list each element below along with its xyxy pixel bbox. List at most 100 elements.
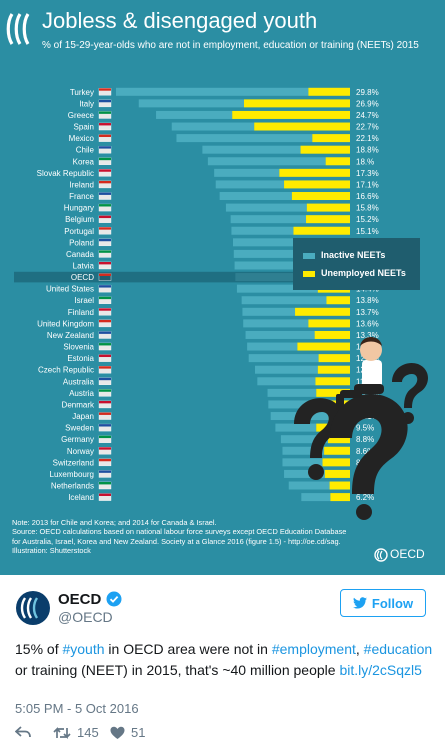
category-label: United Kingdom bbox=[37, 319, 94, 328]
value-label: 22.7% bbox=[356, 123, 379, 132]
bar-unemployed bbox=[300, 145, 350, 154]
tweet-link[interactable]: #education bbox=[363, 641, 433, 657]
category-label: Switzerland bbox=[53, 458, 94, 467]
bar-unemployed bbox=[318, 354, 350, 363]
tweet-link[interactable]: #employment bbox=[271, 641, 356, 657]
bar-unemployed bbox=[308, 87, 350, 96]
bar-unemployed bbox=[306, 215, 350, 224]
note-line: Source: OECD calculations based on natio… bbox=[12, 527, 347, 537]
category-label: Belgium bbox=[65, 215, 94, 224]
question-mark-illustration bbox=[294, 337, 428, 520]
oecd-logo-icon bbox=[6, 13, 30, 45]
brand-text: OECD bbox=[390, 547, 425, 561]
bar-inactive bbox=[243, 319, 309, 328]
bar-inactive bbox=[248, 354, 319, 363]
category-label: Greece bbox=[68, 111, 95, 120]
legend-swatch-unemployed bbox=[303, 270, 315, 277]
category-label: Latvia bbox=[73, 261, 95, 270]
value-label: 9.5% bbox=[356, 424, 374, 433]
value-label: 15.2% bbox=[356, 215, 379, 224]
bar-inactive bbox=[235, 273, 311, 282]
country-flag-icon bbox=[98, 227, 112, 235]
bar-inactive bbox=[233, 238, 308, 247]
country-flag-icon bbox=[98, 111, 112, 119]
bar-inactive bbox=[215, 180, 285, 189]
reply-button[interactable] bbox=[15, 725, 31, 739]
legend-label-inactive: Inactive NEETs bbox=[321, 250, 386, 260]
bar-inactive bbox=[219, 192, 292, 201]
bar-unemployed bbox=[326, 296, 350, 305]
follow-button[interactable]: Follow bbox=[340, 589, 426, 617]
category-label: Mexico bbox=[69, 134, 95, 143]
category-label: New Zealand bbox=[47, 331, 94, 340]
category-label: Finland bbox=[68, 308, 94, 317]
value-label: 13.7% bbox=[356, 308, 379, 317]
bar-inactive bbox=[301, 493, 331, 502]
country-flag-icon bbox=[98, 88, 112, 96]
bar-unemployed bbox=[297, 342, 350, 351]
account-handle[interactable]: @OECD bbox=[58, 609, 113, 625]
avatar[interactable] bbox=[15, 590, 51, 626]
tweet-timestamp[interactable]: 5:05 PM - 5 Oct 2016 bbox=[15, 701, 139, 716]
country-flag-icon bbox=[98, 342, 112, 351]
heart-icon bbox=[110, 726, 125, 739]
category-label: Canada bbox=[66, 250, 95, 259]
value-label: 17.3% bbox=[356, 169, 379, 178]
country-flag-icon bbox=[98, 458, 112, 467]
category-label: Korea bbox=[73, 157, 95, 166]
country-flag-icon bbox=[98, 412, 112, 420]
bar-inactive bbox=[254, 365, 318, 374]
bar-unemployed bbox=[317, 365, 350, 374]
bar-unemployed bbox=[295, 307, 350, 316]
country-flag-icon bbox=[98, 145, 112, 154]
retweet-button[interactable]: 145 bbox=[53, 725, 99, 740]
category-label: Japan bbox=[72, 412, 94, 421]
bar-unemployed bbox=[315, 377, 350, 386]
country-flag-icon bbox=[98, 470, 112, 478]
like-button[interactable]: 51 bbox=[110, 725, 145, 740]
value-label: 8.6% bbox=[356, 447, 374, 456]
bar-inactive bbox=[245, 330, 315, 339]
category-label: Chile bbox=[76, 146, 95, 155]
category-label: Hungary bbox=[64, 204, 94, 213]
bar-inactive bbox=[225, 203, 307, 212]
country-flag-icon bbox=[98, 134, 112, 142]
category-label: Austria bbox=[69, 389, 94, 398]
category-label: Denmark bbox=[62, 400, 95, 409]
bar-unemployed bbox=[316, 388, 350, 397]
category-label: OECD bbox=[71, 273, 94, 282]
bar-inactive bbox=[234, 261, 310, 270]
note-line: Note: 2013 for Chile and Korea; and 2014… bbox=[12, 518, 217, 527]
country-flag-icon bbox=[98, 423, 112, 432]
chart-legend: Inactive NEETs Unemployed NEETs bbox=[293, 238, 420, 290]
note-line: Illustration: Shutterstock bbox=[12, 546, 91, 556]
legend-item-inactive: Inactive NEETs bbox=[303, 250, 385, 260]
country-flag-icon bbox=[98, 377, 112, 385]
value-label: 29.8% bbox=[356, 88, 379, 97]
bar-inactive bbox=[241, 296, 327, 305]
bar-inactive bbox=[247, 342, 298, 351]
value-label: 18.% bbox=[356, 157, 374, 166]
bar-unemployed bbox=[308, 319, 350, 328]
bar-inactive bbox=[156, 110, 233, 119]
tweet-link[interactable]: bit.ly/2cSqzl5 bbox=[339, 662, 422, 678]
bar-inactive bbox=[171, 122, 255, 131]
bar-inactive bbox=[267, 388, 317, 397]
country-flag-icon bbox=[98, 192, 112, 200]
bar-unemployed bbox=[254, 122, 350, 131]
bar-unemployed bbox=[324, 469, 350, 478]
country-flag-icon bbox=[98, 319, 112, 328]
bar-unemployed bbox=[232, 110, 350, 119]
value-label: 17.1% bbox=[356, 180, 379, 189]
country-flag-icon bbox=[98, 296, 112, 304]
tweet-actions: 145 51 bbox=[15, 725, 315, 745]
bar-inactive bbox=[282, 446, 325, 455]
bar-unemployed bbox=[328, 435, 350, 444]
category-label: Iceland bbox=[68, 493, 94, 502]
account-name[interactable]: OECD bbox=[58, 591, 102, 608]
verified-badge-icon bbox=[106, 591, 122, 607]
tweet-link[interactable]: #youth bbox=[62, 641, 105, 657]
reply-icon bbox=[15, 726, 31, 738]
country-flag-icon bbox=[98, 389, 112, 397]
bar-unemployed bbox=[284, 180, 350, 189]
